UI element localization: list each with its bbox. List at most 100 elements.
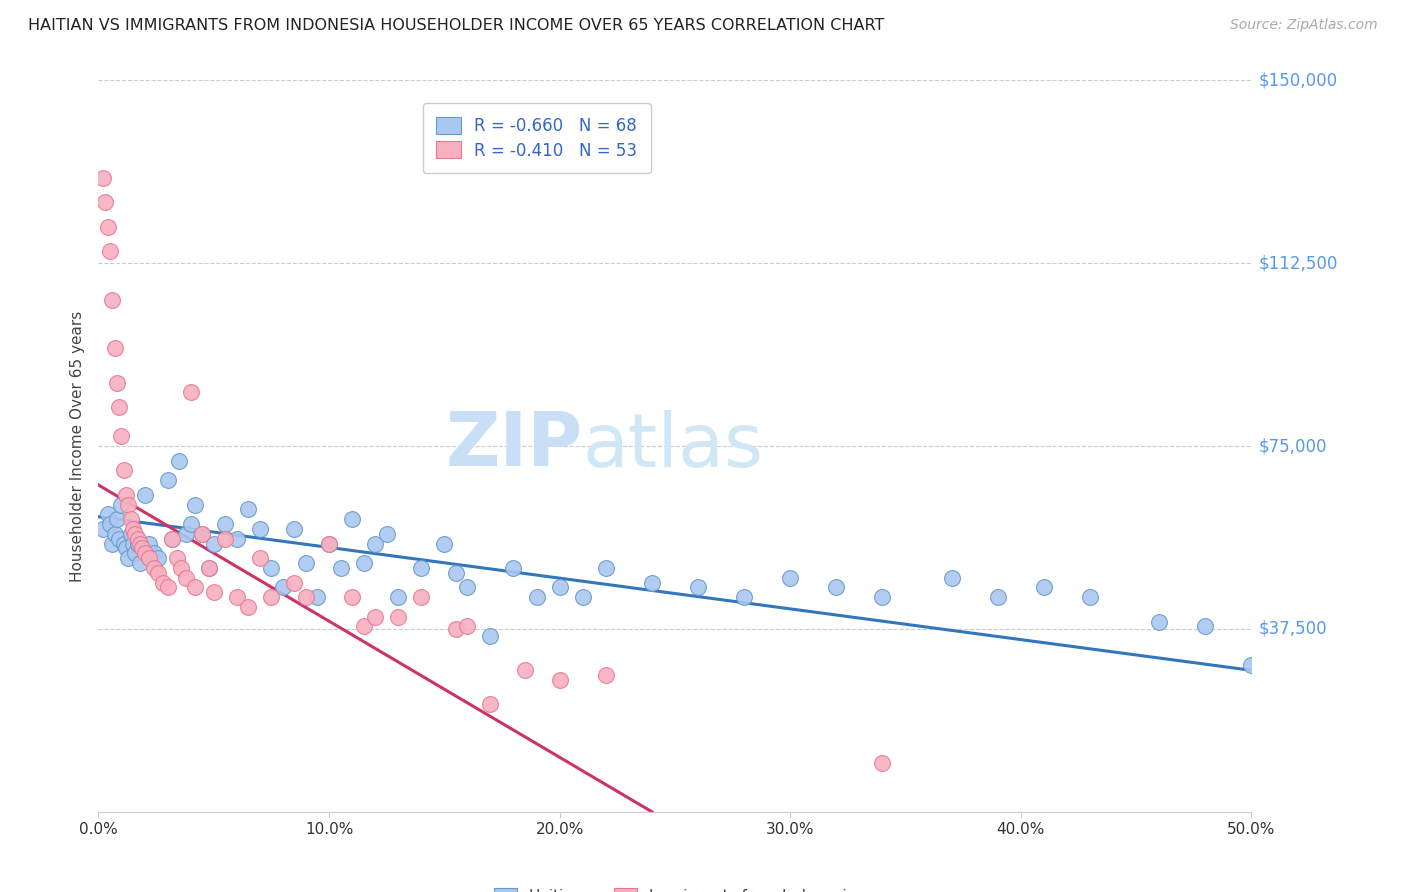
Point (249, 522, 271, 536)
Point (142, 546, 165, 560)
Point (120, 526, 142, 541)
Point (411, 590, 433, 604)
Y-axis label: Householder Income Over 65 years: Householder Income Over 65 years (70, 310, 86, 582)
Point (174, 526, 197, 541)
Point (214, 532, 236, 546)
Point (127, 532, 149, 546)
Point (120, 512, 142, 526)
Point (941, 571, 963, 585)
Point (479, 698, 502, 712)
Point (295, 556, 318, 570)
Point (148, 566, 170, 580)
Point (152, 575, 174, 590)
Point (595, 561, 617, 575)
Point (129, 556, 152, 570)
Point (115, 541, 138, 556)
Point (191, 526, 214, 541)
Point (411, 561, 433, 575)
Point (124, 526, 146, 541)
Point (340, 590, 363, 604)
Text: $75,000: $75,000 (1258, 437, 1327, 455)
Point (105, 376, 128, 390)
Text: $150,000: $150,000 (1258, 71, 1337, 89)
Text: HAITIAN VS IMMIGRANTS FROM INDONESIA HOUSEHOLDER INCOME OVER 65 YEARS CORRELATIO: HAITIAN VS IMMIGRANTS FROM INDONESIA HOU… (28, 18, 884, 33)
Point (318, 536, 340, 550)
Point (444, 622, 467, 636)
Point (160, 532, 183, 546)
Point (117, 498, 139, 512)
Point (295, 590, 318, 604)
Point (160, 532, 183, 546)
Point (456, 619, 478, 633)
Point (202, 536, 225, 550)
Point (122, 536, 145, 550)
Point (260, 590, 283, 604)
Point (353, 619, 375, 633)
Point (170, 561, 193, 575)
Point (112, 536, 135, 550)
Point (214, 516, 236, 531)
Point (364, 536, 387, 550)
Point (138, 536, 160, 550)
Point (202, 585, 225, 599)
Point (249, 551, 271, 566)
Point (238, 502, 260, 516)
Point (156, 473, 179, 487)
Point (387, 609, 409, 624)
Text: atlas: atlas (582, 409, 763, 483)
Text: $112,500: $112,500 (1258, 254, 1337, 272)
Point (260, 561, 283, 575)
Point (110, 429, 132, 443)
Point (271, 581, 294, 595)
Point (987, 590, 1010, 604)
Point (225, 532, 247, 546)
Point (167, 453, 190, 467)
Point (872, 756, 894, 770)
Point (148, 551, 170, 566)
Point (184, 498, 207, 512)
Point (134, 488, 156, 502)
Point (340, 512, 363, 526)
Point (105, 512, 128, 526)
Point (98, 244, 121, 258)
Point (595, 668, 617, 682)
Point (156, 581, 179, 595)
Point (283, 575, 305, 590)
Point (456, 581, 478, 595)
Point (513, 663, 536, 677)
Text: $37,500: $37,500 (1258, 620, 1327, 638)
Point (103, 342, 125, 356)
Point (872, 590, 894, 604)
Point (198, 561, 221, 575)
Point (191, 526, 214, 541)
Point (166, 551, 188, 566)
Point (131, 541, 153, 556)
Point (180, 516, 202, 531)
Point (91, 170, 114, 185)
Point (97, 219, 120, 234)
Point (318, 536, 340, 550)
Point (110, 498, 132, 512)
Point (101, 536, 124, 550)
Point (375, 526, 398, 541)
Point (101, 293, 124, 307)
Point (129, 536, 152, 550)
Point (364, 609, 387, 624)
Point (198, 561, 221, 575)
Point (571, 590, 593, 604)
Point (238, 599, 260, 614)
Point (91, 522, 114, 536)
Point (94, 195, 117, 210)
Point (353, 556, 375, 570)
Point (283, 522, 305, 536)
Point (1032, 581, 1054, 595)
Point (115, 488, 138, 502)
Point (825, 581, 848, 595)
Point (1240, 658, 1263, 673)
Point (98, 516, 121, 531)
Point (329, 561, 352, 575)
Point (686, 581, 709, 595)
Point (479, 629, 502, 643)
Point (548, 581, 571, 595)
Point (138, 551, 160, 566)
